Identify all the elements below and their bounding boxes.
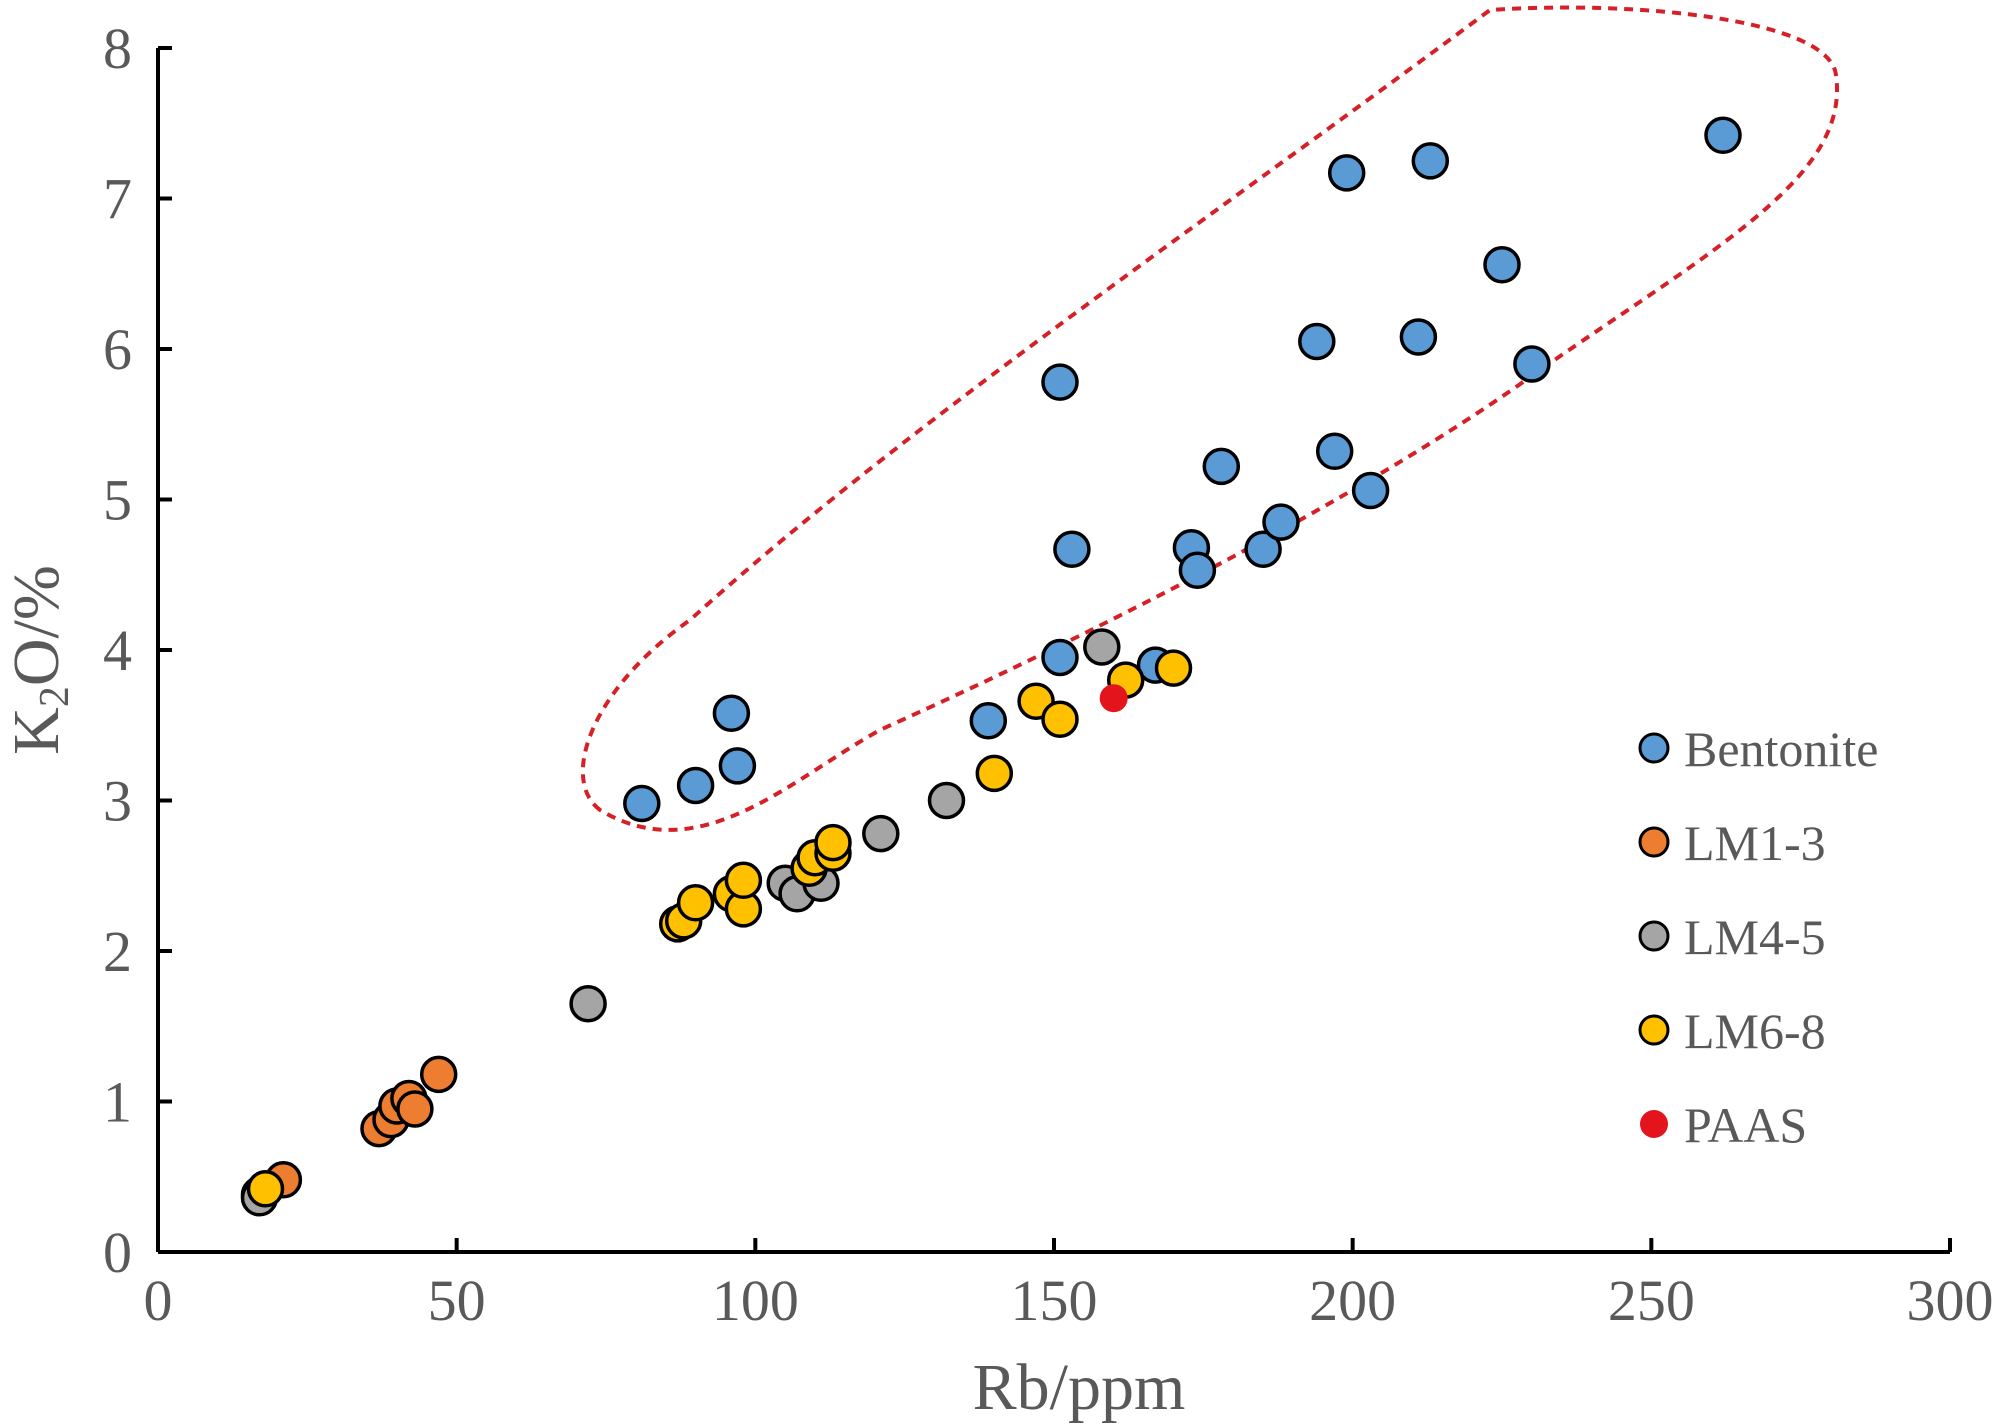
point-bentonite bbox=[969, 701, 1008, 740]
x-tick-label: 150 bbox=[1011, 1268, 1098, 1333]
point-bentonite bbox=[1411, 142, 1450, 180]
y-tick-label: 6 bbox=[103, 317, 132, 382]
x-tick-label: 300 bbox=[1907, 1268, 1994, 1333]
y-tick-label: 5 bbox=[103, 468, 132, 533]
point-bentonite bbox=[1298, 322, 1336, 361]
y-tick-label: 2 bbox=[103, 919, 132, 984]
x-tick-label: 50 bbox=[428, 1268, 486, 1333]
point-bentonite bbox=[1513, 345, 1551, 383]
point-bentonite bbox=[1262, 503, 1300, 541]
y-axis-title-sub: 2 bbox=[32, 686, 78, 707]
point-bentonite bbox=[718, 747, 757, 785]
point-lm4-5 bbox=[1083, 628, 1121, 666]
y-tick-label: 3 bbox=[103, 769, 132, 834]
x-axis-title: Rb/ppm bbox=[973, 1351, 1186, 1423]
point-paas bbox=[1099, 684, 1128, 713]
legend-label-bentonite: Bentonite bbox=[1684, 721, 1878, 777]
legend-marker-bentonite bbox=[1638, 732, 1670, 764]
legend-marker-lm6-8 bbox=[1638, 1014, 1670, 1046]
legend-label-lm6-8: LM6-8 bbox=[1684, 1003, 1826, 1059]
point-bentonite bbox=[1041, 363, 1079, 401]
point-lm4-5 bbox=[569, 984, 607, 1023]
y-axis-title-rest: O/% bbox=[0, 565, 73, 686]
point-bentonite bbox=[1178, 551, 1217, 589]
point-bentonite bbox=[1327, 154, 1366, 192]
point-lm6-8 bbox=[975, 754, 1014, 793]
legend-marker-paas bbox=[1640, 1110, 1668, 1138]
legend-label-paas: PAAS bbox=[1684, 1097, 1807, 1153]
point-lm6-8 bbox=[724, 861, 763, 900]
x-tick-label: 0 bbox=[144, 1268, 173, 1333]
legend-label-lm4-5: LM4-5 bbox=[1684, 909, 1826, 965]
legend-label-lm1-3: LM1-3 bbox=[1684, 815, 1826, 871]
x-tick-label: 250 bbox=[1608, 1268, 1695, 1333]
point-lm6-8 bbox=[676, 884, 715, 922]
bentonite-field-ellipse bbox=[580, 5, 1840, 832]
point-bentonite bbox=[676, 766, 715, 805]
y-tick-label: 7 bbox=[103, 167, 132, 232]
point-bentonite bbox=[1041, 638, 1079, 677]
point-bentonite bbox=[1315, 432, 1354, 471]
x-tick-label: 100 bbox=[712, 1268, 799, 1333]
y-axis-title-main: K bbox=[0, 707, 73, 755]
point-lm6-8 bbox=[246, 1170, 285, 1208]
point-lm4-5 bbox=[927, 781, 966, 820]
point-bentonite bbox=[623, 784, 661, 823]
y-tick-label: 1 bbox=[103, 1070, 132, 1135]
point-lm1-3 bbox=[396, 1090, 434, 1128]
y-tick-label: 4 bbox=[103, 618, 132, 683]
point-bentonite bbox=[1483, 245, 1521, 284]
point-bentonite bbox=[712, 694, 751, 732]
point-lm6-8 bbox=[814, 823, 852, 862]
legend-marker-lm1-3 bbox=[1638, 826, 1670, 858]
y-tick-label: 8 bbox=[103, 16, 132, 81]
point-bentonite bbox=[1399, 318, 1438, 356]
point-lm4-5 bbox=[862, 814, 900, 853]
point-lm6-8 bbox=[1154, 649, 1193, 687]
y-axis-title: K2O/% bbox=[0, 565, 78, 755]
point-bentonite bbox=[1351, 471, 1390, 510]
point-lm6-8 bbox=[1041, 700, 1079, 738]
point-bentonite bbox=[1202, 447, 1241, 486]
y-tick-label: 0 bbox=[103, 1220, 132, 1285]
point-bentonite bbox=[1053, 530, 1091, 568]
legend-marker-lm4-5 bbox=[1638, 920, 1670, 952]
x-tick-label: 200 bbox=[1309, 1268, 1396, 1333]
point-bentonite bbox=[1244, 530, 1282, 568]
point-lm1-3 bbox=[419, 1055, 458, 1094]
point-bentonite bbox=[1704, 116, 1742, 155]
